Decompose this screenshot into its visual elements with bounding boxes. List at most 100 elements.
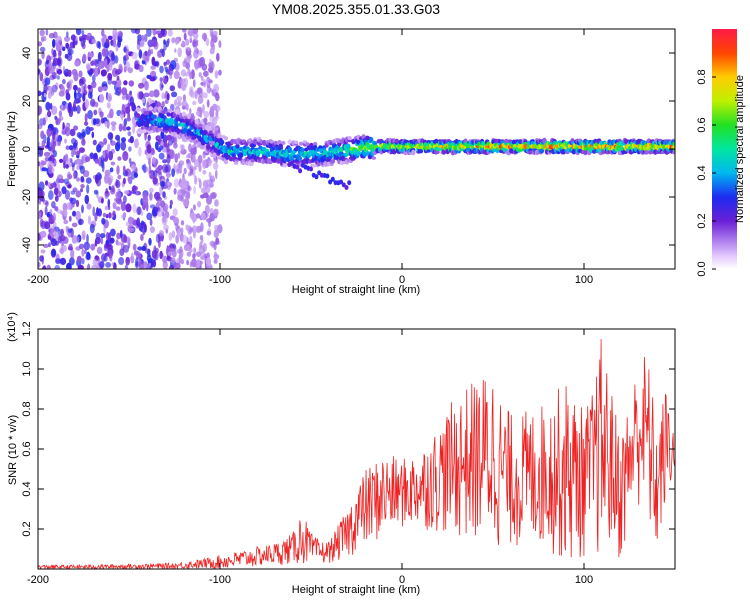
- heat-cell: [164, 99, 169, 105]
- heat-cell: [140, 234, 144, 241]
- heat-cell: [43, 83, 48, 93]
- heat-cell: [185, 48, 189, 56]
- heat-cell: [200, 194, 205, 199]
- heat-cell: [67, 228, 73, 234]
- heat-cell: [91, 81, 97, 89]
- heat-cell: [115, 78, 122, 88]
- heat-cell: [73, 101, 76, 111]
- x-tick-label: 100: [575, 574, 593, 586]
- heat-cell: [203, 111, 210, 118]
- heat-cell: [169, 264, 175, 269]
- heat-cell: [208, 182, 214, 188]
- heat-cell: [135, 257, 139, 267]
- heat-cell: [117, 39, 121, 48]
- spectrogram-y-label: Frequency (Hz): [6, 111, 18, 187]
- heat-cell: [163, 39, 166, 45]
- heat-cell: [40, 190, 45, 198]
- heat-cell: [61, 242, 64, 247]
- heat-cell: [157, 209, 163, 217]
- heat-cell: [122, 125, 127, 132]
- heat-cell: [214, 70, 219, 79]
- heat-cell: [137, 91, 143, 100]
- heat-cell: [73, 84, 78, 91]
- heat-cell: [148, 106, 153, 111]
- heat-cell: [129, 96, 134, 106]
- heat-cell: [153, 89, 160, 98]
- x-tick-label: -200: [27, 274, 49, 286]
- heat-cell: [297, 156, 303, 161]
- heat-cell: [62, 46, 66, 52]
- heat-cell: [88, 71, 93, 77]
- heat-cell: [213, 241, 217, 251]
- heat-cell: [38, 181, 45, 191]
- heat-cell: [136, 206, 142, 216]
- heat-cell: [87, 91, 93, 99]
- heat-cell: [192, 135, 197, 140]
- heat-cell: [108, 150, 114, 161]
- heat-cell: [217, 224, 223, 234]
- heat-cell: [178, 163, 182, 170]
- heat-cell: [128, 146, 132, 152]
- heat-cell: [151, 114, 156, 119]
- heat-cell: [339, 179, 343, 185]
- heat-cell: [202, 151, 206, 159]
- heat-cell: [159, 65, 164, 74]
- heat-cell: [41, 140, 46, 149]
- heat-cell: [121, 87, 128, 96]
- heat-cell: [197, 154, 203, 164]
- heat-cell: [146, 212, 153, 221]
- heat-cell: [96, 41, 101, 49]
- heat-cell: [75, 29, 82, 36]
- heat-cell: [186, 260, 189, 266]
- heat-cell: [101, 29, 105, 37]
- heat-cell: [65, 225, 69, 233]
- heat-cell: [64, 72, 69, 77]
- heat-cell: [161, 101, 165, 108]
- heat-cell: [206, 85, 212, 94]
- heat-cell: [200, 75, 204, 82]
- heat-cell: [116, 232, 121, 240]
- heat-cell: [116, 241, 123, 246]
- heat-cell: [44, 156, 49, 162]
- heat-cell: [73, 171, 76, 180]
- heat-cell: [169, 199, 173, 206]
- heat-cell: [71, 162, 76, 168]
- heat-cell: [163, 77, 168, 85]
- heat-cell: [200, 212, 206, 221]
- heat-cell: [300, 148, 305, 153]
- heat-cell: [135, 113, 141, 119]
- heat-cell: [78, 218, 82, 226]
- heat-cell: [159, 250, 163, 260]
- heat-cell: [72, 210, 77, 217]
- heat-cell: [167, 108, 173, 113]
- heat-cell: [171, 91, 178, 98]
- heat-cell: [82, 53, 87, 63]
- heat-cell: [208, 79, 213, 84]
- heat-cell: [59, 234, 66, 242]
- heat-cell: [68, 145, 74, 151]
- heat-cell: [111, 262, 115, 267]
- heat-cell: [92, 139, 97, 146]
- x-tick-label: -200: [27, 574, 49, 586]
- spectrogram-cells: [38, 29, 675, 269]
- heat-cell: [143, 92, 150, 98]
- heat-cell: [59, 158, 64, 163]
- heat-cell: [187, 29, 194, 37]
- heat-cell: [120, 109, 124, 115]
- heat-cell: [159, 181, 166, 187]
- heat-cell: [162, 191, 166, 199]
- heat-cell: [215, 105, 221, 112]
- heat-cell: [217, 132, 222, 139]
- heat-cell: [169, 149, 175, 160]
- heat-cell: [94, 118, 100, 125]
- heat-cell: [106, 231, 109, 241]
- heat-cell: [121, 137, 126, 143]
- heat-cell: [45, 114, 48, 122]
- chart-title: YM08.2025.355.01.33.G03: [272, 1, 440, 17]
- heat-cell: [151, 56, 156, 66]
- heat-cell: [138, 64, 144, 73]
- heat-cell: [182, 234, 188, 244]
- heat-cell: [79, 243, 85, 249]
- heat-cell: [69, 128, 76, 137]
- heat-cell: [81, 204, 84, 214]
